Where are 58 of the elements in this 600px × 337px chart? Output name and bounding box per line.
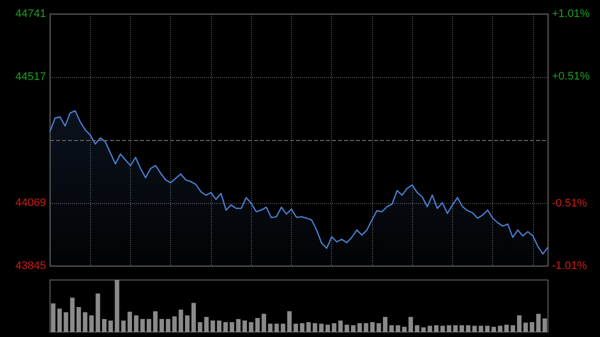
bar bbox=[466, 325, 470, 332]
bar bbox=[128, 312, 132, 332]
bar bbox=[242, 320, 247, 332]
bar bbox=[491, 326, 496, 332]
bar bbox=[319, 324, 324, 332]
bar bbox=[510, 325, 516, 332]
bar bbox=[408, 316, 413, 332]
y-tick-label: 44741 bbox=[15, 8, 46, 20]
bar bbox=[357, 323, 362, 332]
bar bbox=[248, 322, 254, 332]
bar bbox=[268, 324, 273, 332]
bar bbox=[159, 319, 164, 332]
bar bbox=[376, 323, 382, 332]
bar bbox=[351, 325, 356, 332]
bar bbox=[440, 326, 445, 332]
y-tick-label: 44517 bbox=[15, 71, 46, 83]
y-tick-label: 44069 bbox=[15, 197, 46, 209]
bar bbox=[382, 316, 388, 332]
bar bbox=[344, 324, 350, 332]
bar bbox=[402, 326, 407, 332]
bar bbox=[102, 319, 107, 332]
bar bbox=[434, 325, 439, 332]
bar bbox=[178, 310, 184, 332]
y-tick-label: 43845 bbox=[15, 260, 46, 272]
bar bbox=[325, 324, 330, 332]
bar bbox=[76, 307, 81, 332]
bar bbox=[485, 326, 490, 332]
y2-tick-label: +0.51% bbox=[552, 70, 590, 82]
bar bbox=[414, 325, 420, 332]
bar bbox=[460, 325, 464, 332]
bar bbox=[185, 315, 190, 332]
bar bbox=[300, 323, 304, 332]
bar bbox=[428, 326, 432, 332]
bar bbox=[70, 298, 75, 332]
bar bbox=[262, 314, 266, 332]
bar bbox=[153, 311, 158, 332]
bar bbox=[166, 319, 170, 332]
y2-tick-label: -0.51% bbox=[552, 198, 588, 210]
bar bbox=[542, 318, 548, 332]
y2-tick-label: -1.01% bbox=[552, 260, 588, 272]
bar bbox=[504, 324, 509, 332]
bar bbox=[210, 320, 216, 332]
bar bbox=[108, 320, 113, 332]
bar bbox=[294, 324, 298, 332]
bar bbox=[82, 312, 88, 332]
bar bbox=[523, 322, 528, 332]
bar bbox=[236, 319, 241, 332]
bar bbox=[216, 320, 222, 332]
bar bbox=[498, 326, 502, 332]
bar bbox=[332, 323, 336, 332]
bar bbox=[50, 303, 56, 332]
bar bbox=[96, 294, 100, 332]
bar bbox=[274, 324, 279, 332]
bar bbox=[338, 320, 343, 332]
bar bbox=[134, 315, 138, 332]
bar bbox=[191, 302, 196, 332]
bar bbox=[517, 315, 522, 332]
y2-tick-label: +1.01% bbox=[552, 8, 590, 20]
